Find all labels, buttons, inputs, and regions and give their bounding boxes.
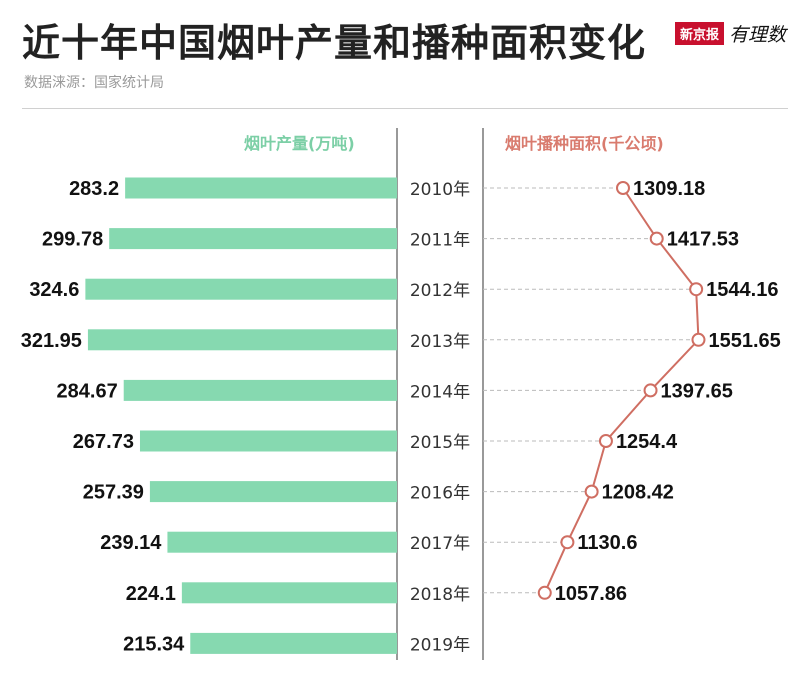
line-point bbox=[616, 181, 630, 195]
chart-title: 近十年中国烟叶产量和播种面积变化 bbox=[22, 21, 647, 65]
bar bbox=[87, 329, 397, 351]
bar-value-label: 239.14 bbox=[100, 532, 162, 554]
bar-value-label: 257.39 bbox=[83, 482, 144, 504]
brand-script-label: 有理数 bbox=[728, 24, 786, 46]
data-source: 数据涞源：国家统计局 bbox=[24, 75, 164, 91]
line-value-label: 1309.18 bbox=[633, 178, 705, 200]
category-label: 2019年 bbox=[410, 635, 470, 655]
line-point bbox=[560, 535, 575, 550]
bar bbox=[125, 177, 398, 199]
bar-value-label: 267.73 bbox=[73, 431, 134, 453]
line-point bbox=[649, 231, 664, 246]
line-point bbox=[584, 484, 599, 499]
bar bbox=[123, 379, 397, 401]
line-value-label: 1057.86 bbox=[555, 583, 627, 605]
bar bbox=[139, 430, 398, 452]
line-value-label: 1130.6 bbox=[577, 532, 637, 554]
bar bbox=[167, 531, 397, 553]
category-label: 2013年 bbox=[410, 332, 470, 352]
header-divider bbox=[22, 108, 788, 109]
left-header: 烟叶产量(万吨) bbox=[244, 134, 355, 153]
line-value-label: 1208.42 bbox=[602, 482, 674, 504]
line-point bbox=[537, 585, 552, 600]
bar-value-label: 299.78 bbox=[42, 229, 103, 251]
category-label: 2018年 bbox=[410, 585, 470, 605]
line-point bbox=[643, 383, 658, 398]
bar bbox=[109, 228, 398, 250]
category-label: 2015年 bbox=[410, 433, 470, 453]
line-value-label: 1397.65 bbox=[661, 380, 733, 402]
line-value-label: 1254.4 bbox=[616, 431, 678, 453]
bar-value-label: 321.95 bbox=[21, 330, 82, 352]
bar bbox=[181, 582, 397, 604]
line-value-label: 1551.65 bbox=[708, 330, 780, 352]
category-label: 2010年 bbox=[410, 180, 470, 200]
line-point bbox=[598, 434, 613, 448]
bar bbox=[149, 481, 397, 503]
line-point bbox=[689, 282, 704, 297]
bar bbox=[190, 632, 397, 654]
bar-value-label: 215.34 bbox=[123, 633, 185, 655]
bar-value-label: 324.6 bbox=[29, 279, 79, 301]
line-value-label: 1544.16 bbox=[706, 279, 778, 301]
brand-red-label: 新京报 bbox=[674, 22, 724, 45]
category-label: 2011年 bbox=[410, 231, 470, 251]
brand-logo: 新京报 有理数 bbox=[674, 20, 786, 47]
bar-value-label: 283.2 bbox=[69, 178, 119, 200]
line-value-label: 1417.53 bbox=[667, 229, 739, 251]
right-header: 烟叶播种面积(千公顷) bbox=[505, 134, 664, 153]
bar-value-label: 284.67 bbox=[57, 380, 118, 402]
category-label: 2012年 bbox=[410, 281, 470, 301]
category-label: 2017年 bbox=[410, 534, 470, 554]
category-label: 2014年 bbox=[410, 382, 470, 402]
category-label: 2016年 bbox=[410, 484, 470, 504]
line-point bbox=[691, 332, 706, 347]
bar-value-label: 224.1 bbox=[126, 583, 176, 605]
bar bbox=[85, 278, 397, 300]
